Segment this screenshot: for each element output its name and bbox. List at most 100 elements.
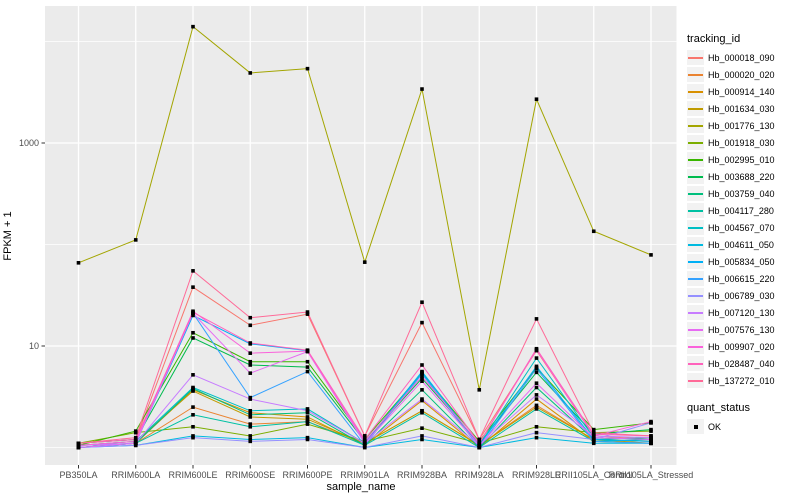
data-point [534,364,539,369]
data-point [362,437,367,442]
data-point [362,443,367,448]
legend-item-Hb_004611_050: Hb_004611_050 [687,236,799,253]
legend-item-label: Hb_005834_050 [708,256,775,267]
data-point [248,397,253,401]
data-point [477,439,482,444]
data-point [248,341,253,345]
legend-item-label: Hb_009907_020 [708,341,775,352]
series-color-swatch [687,84,704,99]
series-color-swatch [687,339,704,354]
data-point [420,363,424,367]
data-point [477,445,482,450]
data-point [305,407,310,411]
legend-item-label: Hb_006789_030 [708,290,775,301]
data-point [477,441,482,446]
swatch-line-icon [688,175,703,178]
data-point [420,374,424,379]
data-point [305,359,310,364]
data-point [534,393,539,397]
legend-item-Hb_137272_010: Hb_137272_010 [687,372,799,389]
data-point [420,300,424,305]
data-point [420,397,424,401]
x-tick-label: RRIM928LE [512,470,561,480]
data-point [248,71,253,75]
series-color-swatch [687,50,704,65]
legend-item-label: Hb_004567_070 [708,222,775,233]
swatch-line-icon [688,277,703,280]
ok-point-swatch [687,419,704,434]
data-point [420,388,424,392]
series-color-swatch [687,152,704,167]
y-axis-title: FPKM + 1 [2,211,14,261]
legend-item-label: Hb_028487_040 [708,358,775,369]
data-point [248,434,253,438]
data-point [191,285,195,289]
data-point [133,429,138,433]
data-point [420,320,424,325]
data-point [305,408,310,413]
legend-item-Hb_000020_020: Hb_000020_020 [687,66,799,83]
legend-item-Hb_001776_130: Hb_001776_130 [687,117,799,134]
data-point [477,443,482,448]
data-point [649,434,653,438]
legend-title-tracking-id: tracking_id [687,33,741,45]
data-point [534,356,539,360]
series-color-swatch [687,305,704,320]
data-point [362,441,367,446]
swatch-line-icon [688,328,703,331]
data-point [248,351,253,355]
data-point [248,412,253,417]
data-point [248,424,253,429]
data-point [248,363,253,367]
legend-item-Hb_002995_010: Hb_002995_010 [687,151,799,168]
legend-item-label: OK [708,421,722,432]
swatch-line-icon [688,379,703,382]
data-point [76,443,81,448]
data-point [191,385,195,390]
legend-item-Hb_004117_280: Hb_004117_280 [687,202,799,219]
x-tick-label: RRIM600PE [282,470,332,480]
data-point [534,424,539,429]
legend-item-label: Hb_007120_130 [708,307,775,318]
data-point [133,435,138,440]
series-color-swatch [687,203,704,218]
series-color-swatch [687,254,704,269]
data-point [534,430,539,435]
data-point [248,422,253,426]
legend-item-Hb_000018_090: Hb_000018_090 [687,49,799,66]
series-color-swatch [687,356,704,371]
legend-item-label: Hb_004117_280 [708,205,774,216]
series-color-swatch [687,373,704,388]
legend-item-Hb_001634_030: Hb_001634_030 [687,100,799,117]
data-point [534,381,539,386]
swatch-line-icon [688,141,703,144]
series-color-swatch [687,237,704,252]
x-tick-label: RRIM928LA [455,470,504,480]
legend-item-Hb_000914_140: Hb_000914_140 [687,83,799,100]
x-axis-title: sample_name [326,481,396,493]
swatch-line-icon [688,56,703,59]
data-point [191,269,195,273]
series-color-swatch [687,67,704,82]
data-point [420,434,424,438]
data-point [649,419,653,424]
legend-item-label: Hb_001634_030 [708,103,775,114]
legend-item-Hb_003688_220: Hb_003688_220 [687,168,799,185]
data-point [133,238,138,242]
data-point [191,412,195,417]
legend-item-label: Hb_001776_130 [708,120,775,131]
data-point [534,407,539,411]
data-point [248,415,253,419]
data-point [305,415,310,419]
data-point [191,24,195,29]
data-point [591,441,596,446]
data-point [477,437,482,442]
data-point [420,379,424,383]
data-point [248,439,253,444]
data-point [591,439,596,444]
data-point [76,445,81,450]
legend-item-Hb_005834_050: Hb_005834_050 [687,253,799,270]
legend-item-label: Hb_004611_050 [708,239,774,250]
